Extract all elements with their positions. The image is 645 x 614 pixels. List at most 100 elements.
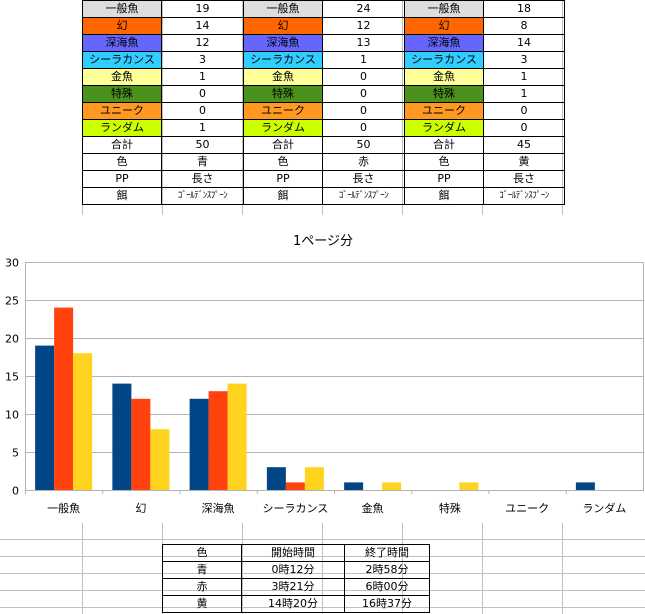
fish-count-table: 一般魚 19 一般魚 24 一般魚 18 幻 14 幻 12 幻 8 深海魚 12 深海魚 13 深海魚 14 シー…: [82, 0, 565, 205]
row-label: 一般魚: [404, 0, 484, 18]
row-label: ランダム: [243, 119, 323, 137]
y-tick-label: 30: [5, 257, 19, 270]
row-label: 金魚: [404, 68, 484, 86]
time-table-row: 赤 3時21分 6時00分: [162, 578, 430, 596]
row-end: 16時37分: [344, 595, 430, 613]
row-label: 合計: [82, 136, 162, 154]
value-cell: 長さ: [161, 170, 244, 188]
value-cell: 12: [161, 34, 244, 52]
row-color: 黄: [162, 595, 242, 613]
bar: [459, 482, 479, 490]
row-label: ユニーク: [82, 102, 162, 120]
row-color: 赤: [162, 578, 242, 596]
time-table-header: 色 開始時間 終了時間: [162, 544, 430, 562]
x-tick-label: 一般魚: [47, 502, 80, 515]
row-label: 色: [243, 153, 323, 171]
value-cell: 13: [322, 34, 405, 52]
value-cell: 青: [161, 153, 244, 171]
value-cell: 1: [483, 85, 565, 103]
y-tick-label: 20: [5, 333, 19, 346]
row-label: PP: [404, 170, 484, 188]
value-cell: 1: [161, 68, 244, 86]
value-cell: 黄: [483, 153, 565, 171]
row-start: 0時12分: [241, 561, 345, 579]
row-label: PP: [82, 170, 162, 188]
value-cell: 0: [483, 119, 565, 137]
y-tick-label: 0: [12, 485, 19, 498]
y-tick-label: 25: [5, 295, 19, 308]
table-row: 幻 14 幻 12 幻 8: [82, 17, 565, 35]
bar: [227, 383, 247, 490]
value-cell: 14: [483, 34, 565, 52]
value-cell: 3: [483, 51, 565, 69]
bar: [304, 467, 324, 490]
value-cell: 赤: [322, 153, 405, 171]
row-label: シーラカンス: [243, 51, 323, 69]
y-tick-label: 5: [12, 447, 19, 460]
row-label: ユニーク: [243, 102, 323, 120]
value-cell: 45: [483, 136, 565, 154]
row-label: 深海魚: [82, 34, 162, 52]
x-tick-label: 特殊: [439, 501, 461, 515]
bar: [208, 391, 228, 490]
row-label: シーラカンス: [404, 51, 484, 69]
value-cell: 1: [483, 68, 565, 86]
chart-area: 1ページ分 0 5 10 15 20 25 30 一般魚 幻 深海魚 シーラカンス 金魚 特殊 ユニーク ラン…: [0, 215, 645, 523]
x-tick-label: 深海魚: [202, 501, 235, 515]
header-color: 色: [162, 544, 242, 562]
row-label: 特殊: [243, 85, 323, 103]
value-cell: 12: [322, 17, 405, 35]
value-cell: 0: [322, 68, 405, 86]
value-cell: 0: [322, 102, 405, 120]
value-cell: 24: [322, 0, 405, 18]
value-cell: ｺﾞｰﾙﾃﾞﾝｽﾌﾟｰﾝ: [483, 187, 565, 205]
bar: [131, 398, 151, 490]
table-row: PP 長さ PP 長さ PP 長さ: [82, 170, 565, 188]
table-row: 色青色赤色黄: [82, 153, 565, 171]
bar: [266, 467, 286, 490]
x-tick-label: 金魚: [362, 501, 384, 515]
bar: [344, 482, 364, 490]
value-cell: 1: [161, 119, 244, 137]
value-cell: 14: [161, 17, 244, 35]
x-tick-label: ユニーク: [505, 502, 549, 515]
row-end: 6時00分: [344, 578, 430, 596]
bar: [35, 345, 55, 490]
value-cell: ｺﾞｰﾙﾃﾞﾝｽﾌﾟｰﾝ: [161, 187, 244, 205]
row-label: 幻: [243, 17, 323, 35]
table-row: 一般魚 19 一般魚 24 一般魚 18: [82, 0, 565, 18]
table-row: 金魚 1 金魚 0 金魚 1: [82, 68, 565, 86]
row-label: 餌: [82, 187, 162, 205]
value-cell: 1: [322, 51, 405, 69]
table-row: 合計 50 合計 50 合計 45: [82, 136, 565, 154]
table-row: 特殊 0 特殊 0 特殊 1: [82, 85, 565, 103]
row-start: 3時21分: [241, 578, 345, 596]
table-row: 深海魚 12 深海魚 13 深海魚 14: [82, 34, 565, 52]
table-row: ユニーク 0 ユニーク 0 ユニーク 0: [82, 102, 565, 120]
row-label: 一般魚: [82, 0, 162, 18]
value-cell: 50: [322, 136, 405, 154]
row-label: 金魚: [243, 68, 323, 86]
value-cell: 19: [161, 0, 244, 18]
bar: [382, 482, 402, 490]
value-cell: 長さ: [483, 170, 565, 188]
value-cell: 0: [322, 85, 405, 103]
value-cell: 0: [161, 85, 244, 103]
x-tick-label: シーラカンス: [262, 502, 328, 515]
row-end: 2時58分: [344, 561, 430, 579]
row-color: 青: [162, 561, 242, 579]
table-row: 餌ｺﾞｰﾙﾃﾞﾝｽﾌﾟｰﾝ餌ｺﾞｰﾙﾃﾞﾝｽﾌﾟｰﾝ餌ｺﾞｰﾙﾃﾞﾝｽﾌﾟｰﾝ: [82, 187, 565, 205]
value-cell: 3: [161, 51, 244, 69]
bar: [73, 353, 93, 490]
time-table: 色 開始時間 終了時間 青 0時12分 2時58分 赤 3時21分 6時00分 …: [162, 544, 430, 613]
y-tick-label: 10: [5, 409, 19, 422]
value-cell: 0: [322, 119, 405, 137]
row-label: 金魚: [82, 68, 162, 86]
row-label: 幻: [404, 17, 484, 35]
bar: [189, 398, 209, 490]
header-end: 終了時間: [344, 544, 430, 562]
row-label: ランダム: [404, 119, 484, 137]
header-start: 開始時間: [241, 544, 345, 562]
bar: [54, 307, 74, 490]
row-label: 深海魚: [404, 34, 484, 52]
